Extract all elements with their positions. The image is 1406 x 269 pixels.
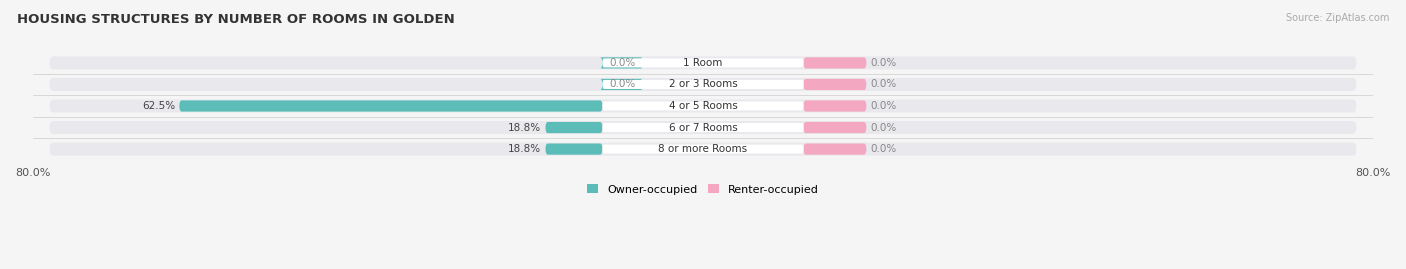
Text: 0.0%: 0.0% (870, 58, 897, 68)
Legend: Owner-occupied, Renter-occupied: Owner-occupied, Renter-occupied (582, 180, 824, 199)
Text: HOUSING STRUCTURES BY NUMBER OF ROOMS IN GOLDEN: HOUSING STRUCTURES BY NUMBER OF ROOMS IN… (17, 13, 454, 26)
Text: 0.0%: 0.0% (870, 123, 897, 133)
Text: 4 or 5 Rooms: 4 or 5 Rooms (669, 101, 737, 111)
FancyBboxPatch shape (602, 123, 804, 132)
FancyBboxPatch shape (546, 122, 602, 133)
FancyBboxPatch shape (49, 121, 1357, 134)
FancyBboxPatch shape (49, 100, 1357, 112)
FancyBboxPatch shape (804, 143, 866, 155)
Text: 0.0%: 0.0% (610, 58, 636, 68)
Text: 0.0%: 0.0% (870, 144, 897, 154)
Text: 0.0%: 0.0% (870, 101, 897, 111)
FancyBboxPatch shape (602, 144, 804, 154)
Text: 2 or 3 Rooms: 2 or 3 Rooms (669, 79, 737, 90)
FancyBboxPatch shape (600, 57, 643, 69)
FancyBboxPatch shape (600, 79, 643, 90)
FancyBboxPatch shape (804, 100, 866, 112)
FancyBboxPatch shape (546, 143, 602, 155)
FancyBboxPatch shape (180, 100, 602, 112)
FancyBboxPatch shape (804, 79, 866, 90)
FancyBboxPatch shape (804, 122, 866, 133)
FancyBboxPatch shape (602, 80, 804, 89)
FancyBboxPatch shape (49, 56, 1357, 69)
FancyBboxPatch shape (49, 143, 1357, 155)
FancyBboxPatch shape (602, 101, 804, 111)
Text: 1 Room: 1 Room (683, 58, 723, 68)
Text: 0.0%: 0.0% (610, 79, 636, 90)
Text: 62.5%: 62.5% (142, 101, 176, 111)
FancyBboxPatch shape (804, 57, 866, 69)
FancyBboxPatch shape (49, 78, 1357, 91)
Text: 18.8%: 18.8% (508, 123, 541, 133)
FancyBboxPatch shape (602, 58, 804, 68)
Text: Source: ZipAtlas.com: Source: ZipAtlas.com (1285, 13, 1389, 23)
Text: 8 or more Rooms: 8 or more Rooms (658, 144, 748, 154)
Text: 6 or 7 Rooms: 6 or 7 Rooms (669, 123, 737, 133)
Text: 0.0%: 0.0% (870, 79, 897, 90)
Text: 18.8%: 18.8% (508, 144, 541, 154)
